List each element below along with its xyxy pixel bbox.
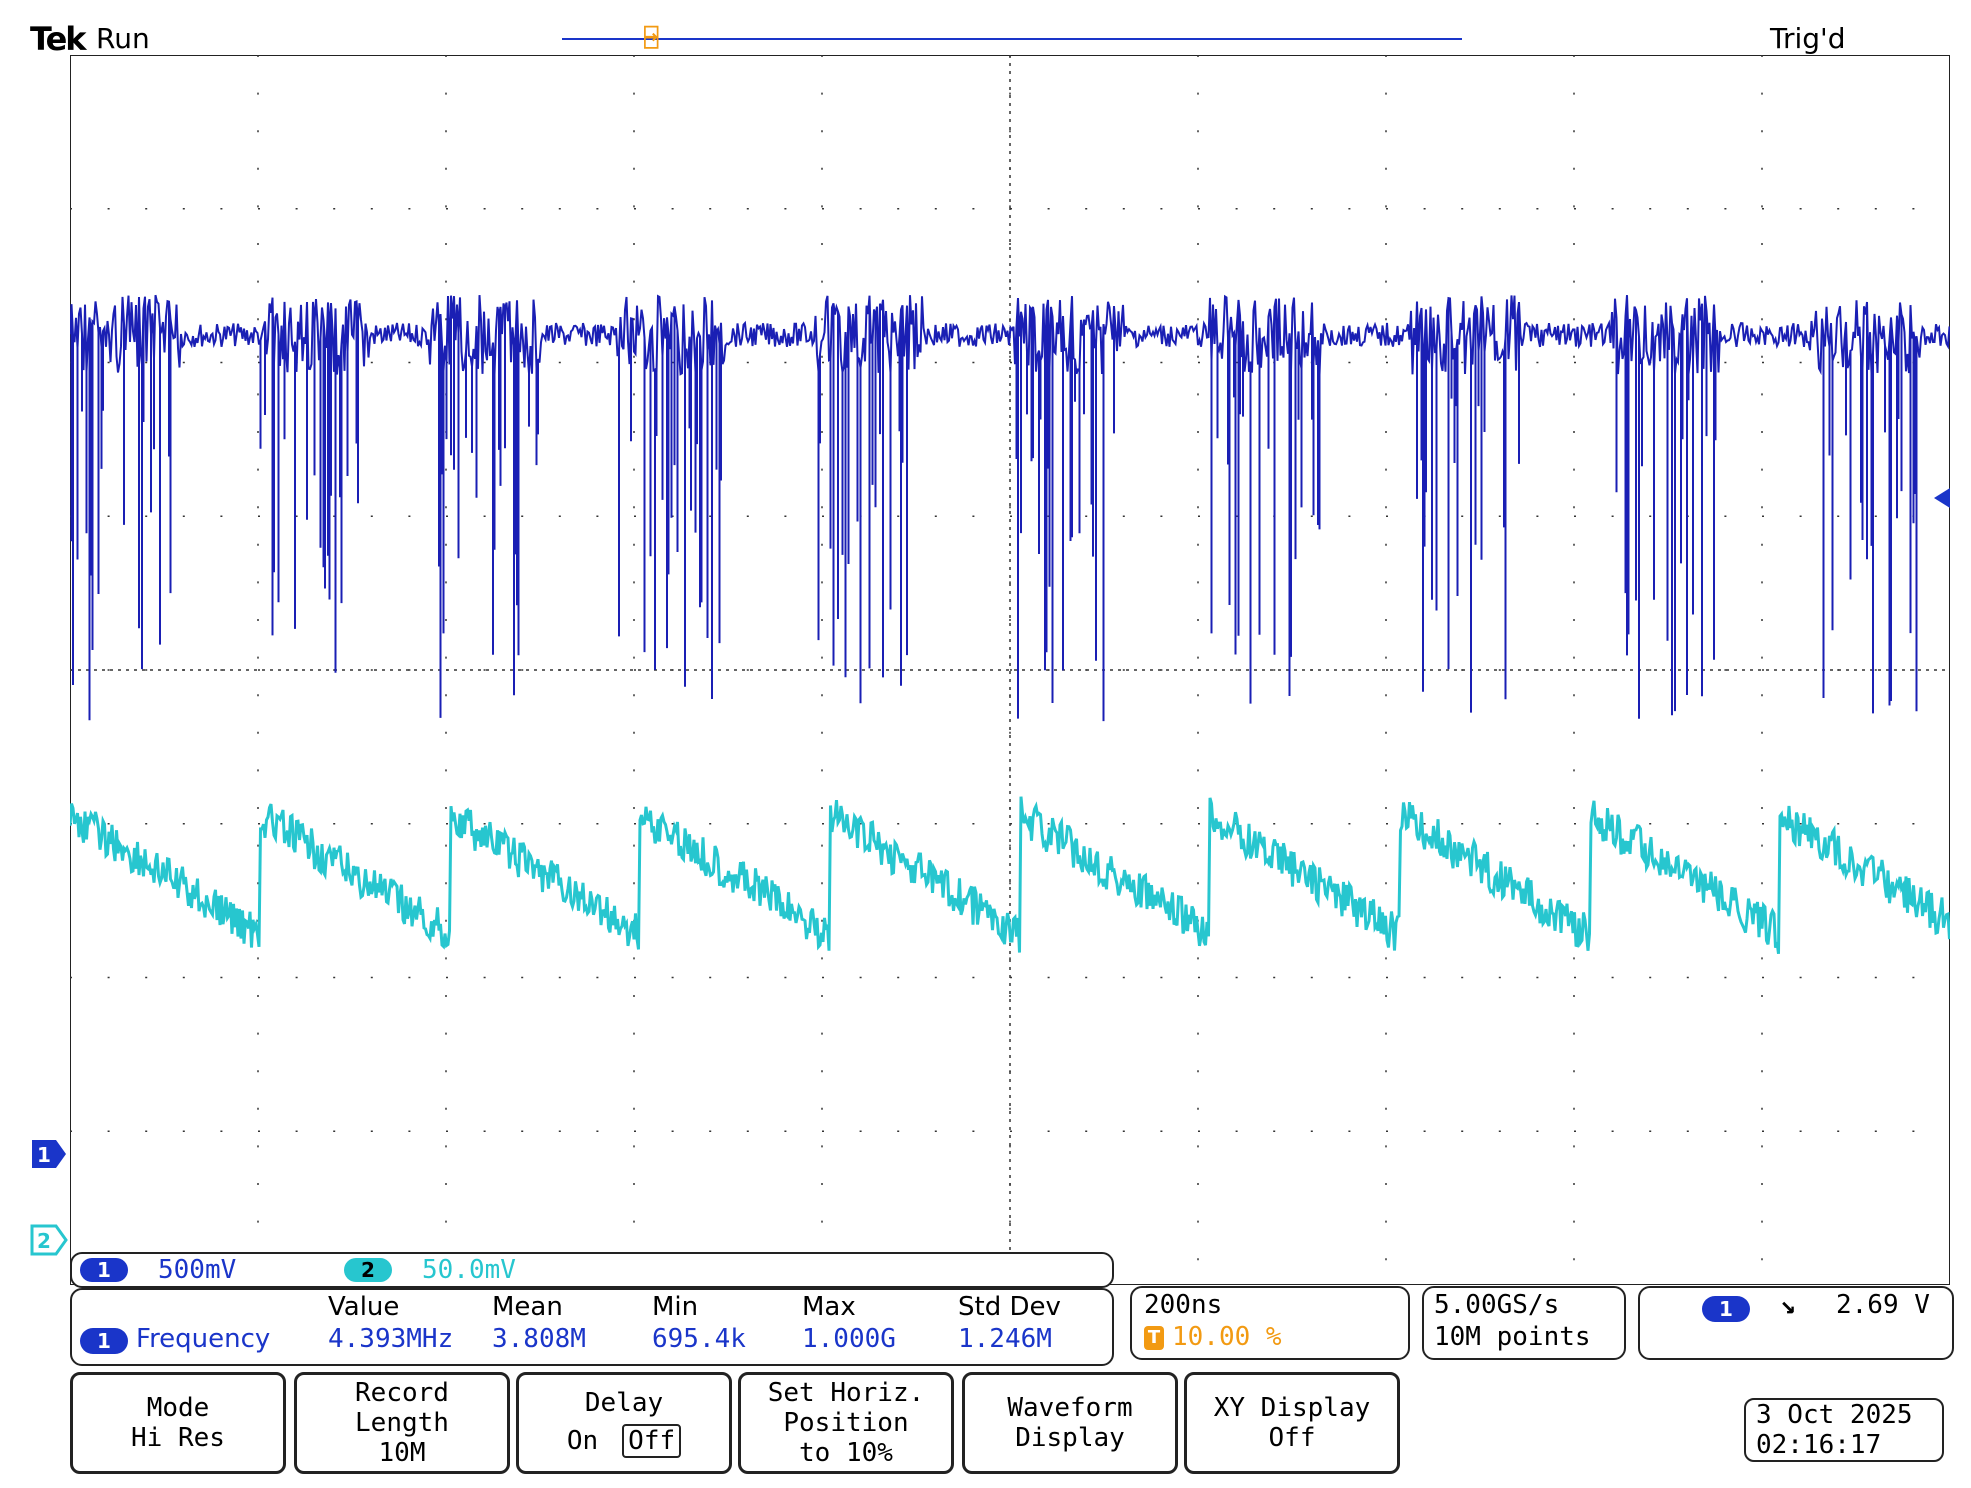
trigger-status: Trig'd [1770,22,1846,55]
sample-rate: 5.00GS/s [1434,1290,1560,1320]
trigger-panel[interactable]: 1 ↘ 2.69 V [1638,1286,1954,1360]
meas-min: 695.4k [652,1324,746,1354]
datetime-display: 3 Oct 2025 02:16:17 [1744,1398,1944,1462]
meas-header-mean: Mean [492,1292,563,1322]
trigger-level: 2.69 V [1836,1290,1930,1320]
meas-mean: 3.808M [492,1324,586,1354]
record-length-softkey[interactable]: Record Length 10M [294,1372,510,1474]
softkey-label: XY Display [1213,1393,1371,1423]
xy-display-softkey[interactable]: XY Display Off [1184,1372,1400,1474]
timebase-scale: 200ns [1144,1290,1223,1320]
softkey-label: Length [355,1408,449,1438]
channel2-ground-marker[interactable]: 2 [30,1224,68,1256]
trigger-source-badge: 1 [1702,1296,1750,1322]
run-status: Run [96,22,150,55]
record-length: 10M points [1434,1322,1591,1352]
delay-off-option: Off [622,1424,682,1458]
channel2-waveform [70,796,1950,954]
channel1-waveform [70,294,1950,722]
falling-edge-icon: ↘ [1780,1290,1796,1320]
softkey-label: Position [783,1408,909,1438]
softkey-label: to 10% [799,1438,893,1468]
softkey-label: Waveform [1007,1393,1133,1423]
delay-on-option: On [566,1426,599,1456]
meas-header-stddev: Std Dev [958,1292,1061,1322]
channel1-marker-label: 1 [37,1143,51,1167]
meas-name: Frequency [136,1324,271,1354]
set-horiz-position-softkey[interactable]: Set Horiz. Position to 10% [738,1372,954,1474]
channel2-trace [70,796,1950,954]
brand-logo: Tek [30,20,87,58]
meas-stddev: 1.246M [958,1324,1052,1354]
meas-max: 1.000G [802,1324,896,1354]
scope-display[interactable] [70,55,1950,1285]
softkey-label: Delay [584,1388,664,1418]
meas-channel-badge: 1 [80,1328,128,1354]
channel1-badge[interactable]: 1 [80,1258,128,1282]
meas-header-min: Min [652,1292,699,1322]
softkey-label: Display [1015,1423,1125,1453]
channel1-trace [70,294,1950,722]
acquisition-panel[interactable]: 5.00GS/s 10M points [1422,1286,1626,1360]
measurement-panel: Value Mean Min Max Std Dev 1 Frequency 4… [70,1288,1114,1366]
meas-header-max: Max [802,1292,856,1322]
channel-scale-bar: 1 50.0mV 500mV 2 50.0mV [70,1252,1114,1288]
delay-softkey[interactable]: Delay On Off [516,1372,732,1474]
graticule-grid [70,55,1950,1285]
channel2-badge[interactable]: 2 [344,1258,392,1282]
mode-softkey[interactable]: Mode Hi Res [70,1372,286,1474]
channel1-ground-marker[interactable]: 1 [30,1138,68,1170]
softkey-value: Hi Res [131,1423,225,1453]
meas-header-value: Value [328,1292,400,1322]
timeline-trigger-marker: ⍈ [644,24,659,52]
time-text: 02:16:17 [1756,1430,1882,1460]
date-text: 3 Oct 2025 [1756,1400,1913,1430]
channel1-scale-value[interactable]: 500mV [158,1255,237,1285]
horizontal-position: 10.00 % [1172,1322,1282,1352]
softkey-label: Mode [146,1393,210,1423]
softkey-value: 10M [378,1438,426,1468]
timebase-panel[interactable]: 200ns T 10.00 % [1130,1286,1410,1360]
softkey-label: Set Horiz. [767,1378,925,1408]
softkey-label: Record [355,1378,449,1408]
channel2-marker-label: 2 [37,1229,51,1253]
waveform-display-softkey[interactable]: Waveform Display [962,1372,1178,1474]
trigger-level-marker[interactable] [1934,488,1950,508]
trigger-position-icon: T [1144,1326,1164,1350]
softkey-value: Off [1268,1423,1316,1453]
channel2-scale-value[interactable]: 50.0mV [422,1255,516,1285]
record-position-bar[interactable] [562,38,1462,40]
meas-value: 4.393MHz [328,1324,454,1354]
